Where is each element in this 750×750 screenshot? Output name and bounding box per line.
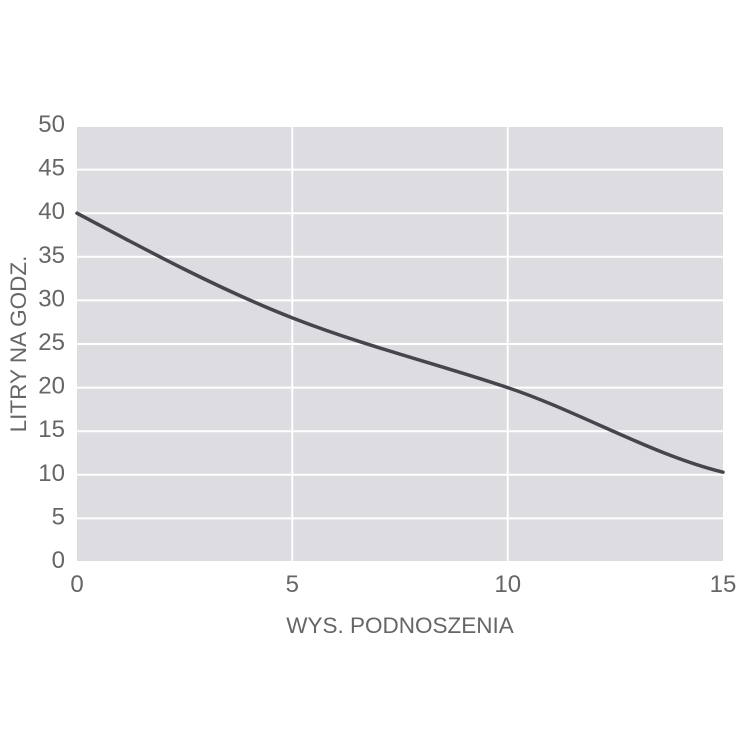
svg-text:45: 45 — [38, 155, 65, 182]
svg-text:0: 0 — [70, 571, 83, 598]
svg-text:5: 5 — [52, 503, 65, 530]
svg-text:5: 5 — [286, 571, 299, 598]
svg-text:0: 0 — [52, 547, 65, 574]
svg-text:LITRY NA GODZ.: LITRY NA GODZ. — [6, 256, 31, 433]
svg-text:10: 10 — [38, 460, 65, 487]
svg-text:20: 20 — [38, 373, 65, 400]
svg-text:40: 40 — [38, 198, 65, 225]
svg-text:35: 35 — [38, 242, 65, 269]
svg-text:15: 15 — [710, 571, 737, 598]
svg-text:25: 25 — [38, 329, 65, 356]
svg-text:15: 15 — [38, 416, 65, 443]
svg-text:50: 50 — [38, 111, 65, 138]
svg-text:10: 10 — [494, 571, 521, 598]
svg-text:WYS. PODNOSZENIA: WYS. PODNOSZENIA — [286, 613, 514, 638]
svg-text:30: 30 — [38, 285, 65, 312]
